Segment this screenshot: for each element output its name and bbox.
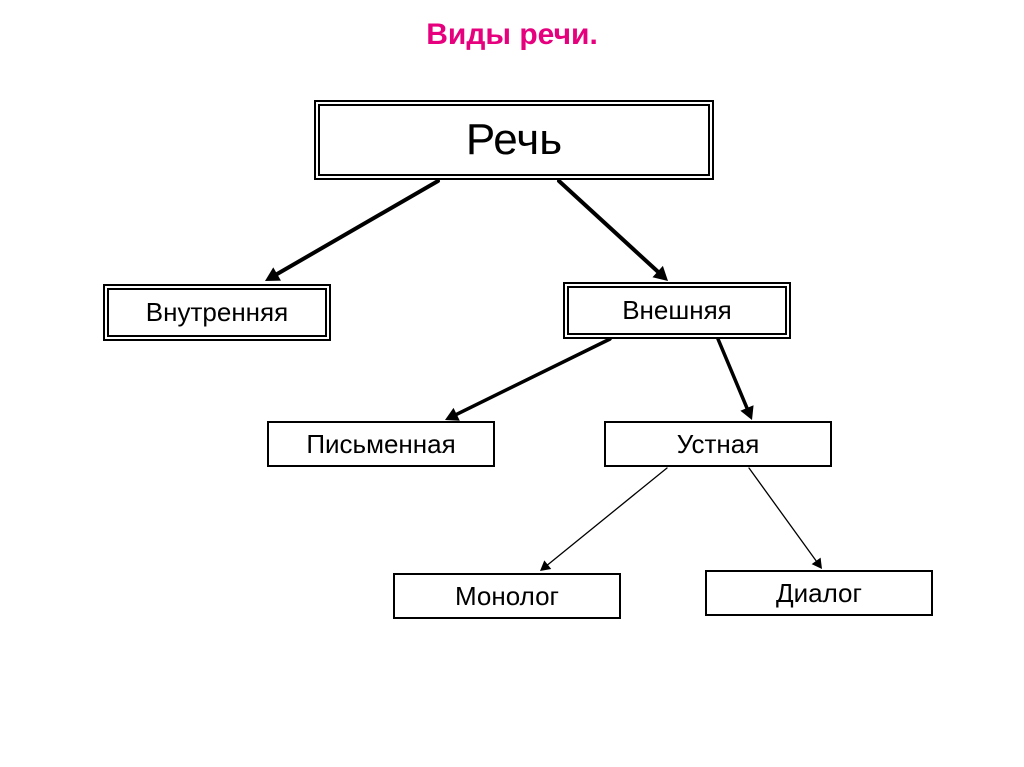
node-monologue: Монолог: [393, 573, 621, 619]
node-oral: Устная: [604, 421, 832, 467]
node-dialogue: Диалог: [705, 570, 933, 616]
node-outer: Внешняя: [563, 282, 791, 339]
diagram-canvas: Виды речи. Речь Внутренняя Внешняя Письм…: [0, 0, 1024, 767]
node-root: Речь: [314, 100, 714, 180]
node-inner: Внутренняя: [103, 284, 331, 341]
diagram-title: Виды речи.: [0, 18, 1024, 52]
node-written: Письменная: [267, 421, 495, 467]
